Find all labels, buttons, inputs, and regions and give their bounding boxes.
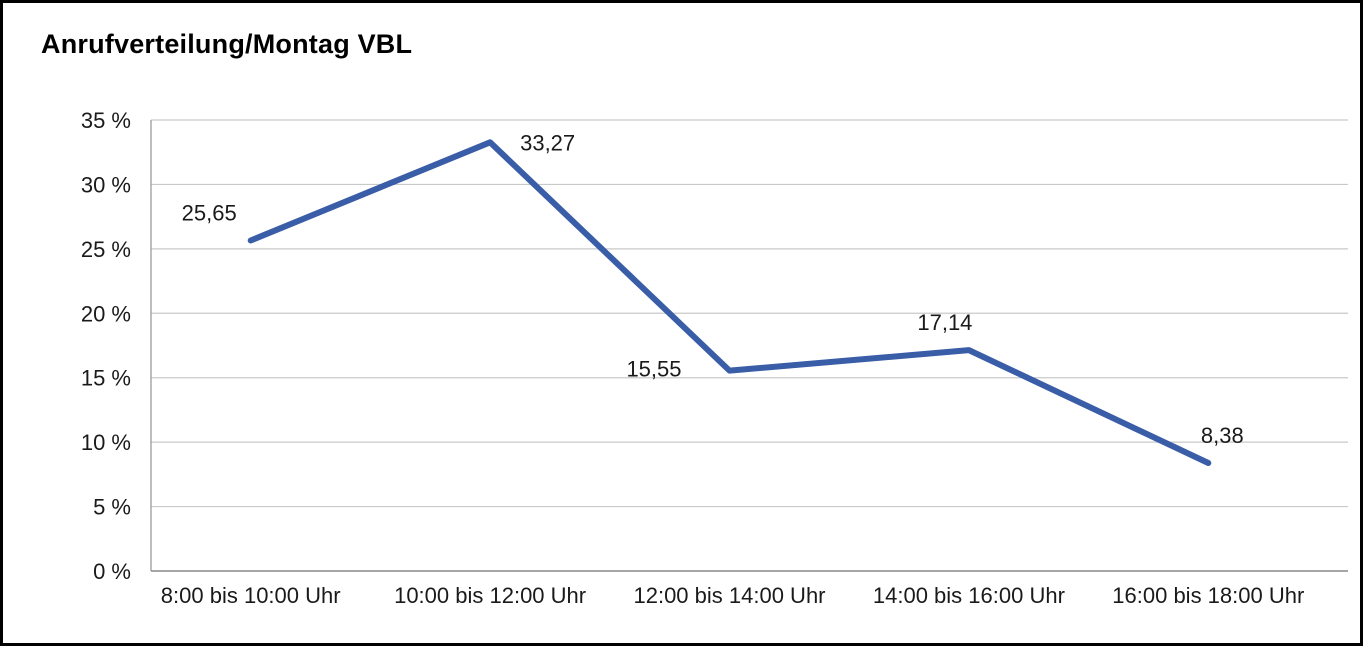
y-tick-label: 15 % — [81, 366, 131, 391]
data-series-line — [247, 139, 1212, 467]
data-point-label: 8,38 — [1201, 423, 1244, 448]
line-chart: 0 % 5 % 10 % 15 % 20 % 25 % 30 % 35 % 8:00 bis 1… — [81, 108, 1348, 608]
x-tick-label: 12:00 bis 14:00 Uhr — [633, 583, 825, 608]
y-tick-label: 35 % — [81, 108, 131, 133]
y-tick-label: 10 % — [81, 430, 131, 455]
data-point-label: 17,14 — [917, 310, 972, 335]
y-tick-label: 0 % — [93, 559, 131, 584]
x-tick-label: 16:00 bis 18:00 Uhr — [1112, 583, 1304, 608]
x-tick-label: 8:00 bis 10:00 Uhr — [161, 583, 341, 608]
y-tick-label: 30 % — [81, 172, 131, 197]
y-tick-label: 5 % — [93, 495, 131, 520]
chart-title: Anrufverteilung/Montag VBL — [41, 29, 413, 59]
y-tick-label: 25 % — [81, 237, 131, 262]
y-tick-label: 20 % — [81, 301, 131, 326]
data-point-label: 15,55 — [626, 357, 681, 382]
x-tick-label: 10:00 bis 12:00 Uhr — [394, 583, 586, 608]
x-tick-label: 14:00 bis 16:00 Uhr — [873, 583, 1065, 608]
data-point-label: 25,65 — [182, 200, 237, 225]
data-point-label: 33,27 — [520, 130, 575, 155]
